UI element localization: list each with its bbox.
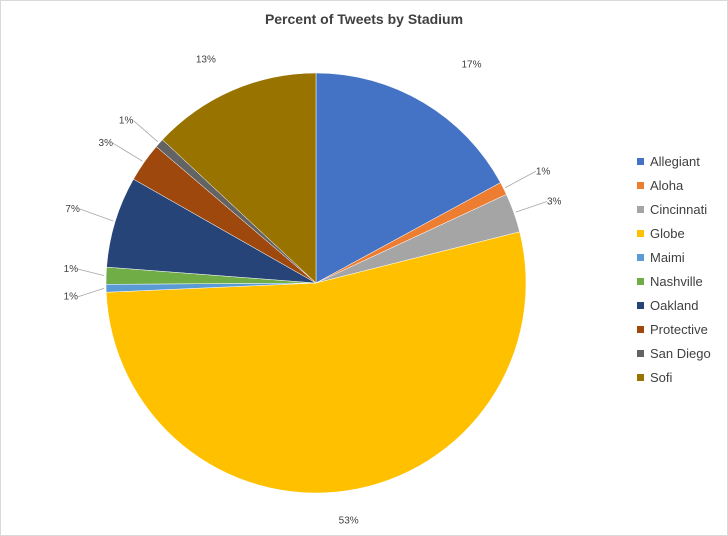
legend-item: Aloha	[637, 173, 711, 197]
legend-swatch	[637, 181, 644, 189]
legend-item: Globe	[637, 221, 711, 245]
data-label: 3%	[99, 138, 114, 149]
legend-label: Protective	[650, 321, 708, 337]
legend-label: Maimi	[650, 249, 685, 265]
legend-item: Oakland	[637, 293, 711, 317]
legend-label: Cincinnati	[650, 201, 708, 217]
data-label: 1%	[536, 166, 551, 177]
data-label: 7%	[65, 204, 80, 215]
legend-label: Allegiant	[650, 153, 700, 169]
leader-line	[78, 268, 105, 277]
legend-label: Oakland	[650, 297, 699, 313]
leader-line	[77, 287, 105, 298]
legend-swatch	[637, 157, 644, 165]
legend-swatch	[637, 301, 644, 309]
legend: Allegiant Aloha Cincinnati Globe Maimi Nashvi…	[637, 149, 711, 389]
legend-label: Globe	[650, 225, 685, 241]
legend-item: Maimi	[637, 245, 711, 269]
legend-swatch	[637, 349, 644, 357]
legend-item: San Diego	[637, 341, 711, 365]
chart-title: Percent of Tweets by Stadium	[264, 11, 464, 27]
data-label: 1%	[64, 264, 79, 275]
data-label: 13%	[196, 55, 216, 66]
leader-line	[112, 142, 143, 162]
legend-item: Allegiant	[637, 149, 711, 173]
legend-label: Nashville	[650, 273, 703, 289]
data-label: 17%	[461, 60, 481, 71]
leader-line	[79, 208, 114, 222]
legend-item: Sofi	[637, 365, 711, 389]
leader-line	[505, 170, 537, 188]
legend-swatch	[637, 253, 644, 261]
legend-swatch	[637, 325, 644, 333]
legend-label: San Diego	[650, 345, 711, 361]
legend-swatch	[637, 205, 644, 213]
pie-slice-sofi	[162, 72, 317, 284]
legend-item: Nashville	[637, 269, 711, 293]
legend-item: Protective	[637, 317, 711, 341]
legend-swatch	[637, 229, 644, 237]
legend-label: Sofi	[650, 369, 673, 385]
legend-item: Cincinnati	[637, 197, 711, 221]
data-label: 1%	[64, 292, 79, 303]
leader-line	[515, 201, 548, 213]
data-label: 1%	[119, 116, 134, 127]
legend-swatch	[637, 373, 644, 381]
legend-label: Aloha	[650, 177, 684, 193]
pie-slice-allegiant	[315, 72, 501, 284]
data-label: 3%	[547, 196, 562, 207]
pie-slice-globe	[105, 231, 527, 494]
leader-line	[133, 120, 159, 143]
legend-swatch	[637, 277, 644, 285]
data-label: 53%	[339, 516, 359, 527]
